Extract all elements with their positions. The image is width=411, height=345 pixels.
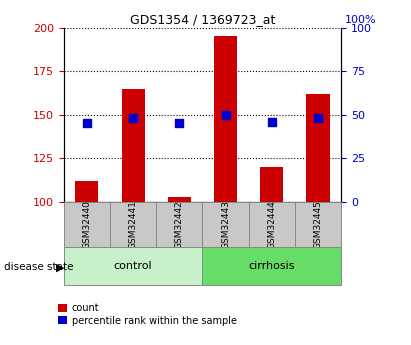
Point	[130, 116, 136, 121]
Bar	[249, 202, 295, 247]
Bar	[110, 202, 156, 247]
Text: GSM32440: GSM32440	[82, 200, 91, 249]
Bar	[64, 202, 110, 247]
Bar	[203, 247, 341, 285]
Bar	[295, 202, 341, 247]
Bar	[156, 202, 203, 247]
Bar	[214, 36, 237, 202]
Text: control: control	[114, 261, 152, 270]
Point	[315, 116, 321, 121]
Text: disease state: disease state	[4, 263, 74, 272]
Point	[83, 121, 90, 126]
Text: GSM32442: GSM32442	[175, 200, 184, 249]
Legend: count, percentile rank within the sample: count, percentile rank within the sample	[58, 303, 237, 326]
Point	[222, 112, 229, 117]
Text: GSM32445: GSM32445	[314, 200, 323, 249]
Bar	[203, 202, 249, 247]
Text: cirrhosis: cirrhosis	[249, 261, 295, 270]
Text: 100%: 100%	[345, 15, 377, 25]
Text: ▶: ▶	[55, 263, 64, 272]
Bar	[168, 197, 191, 202]
Bar	[75, 181, 98, 202]
Text: GSM32443: GSM32443	[221, 200, 230, 249]
Bar	[64, 247, 203, 285]
Text: GSM32444: GSM32444	[267, 200, 276, 249]
Point	[176, 121, 182, 126]
Bar	[260, 167, 283, 202]
Bar	[307, 94, 330, 202]
Text: GSM32441: GSM32441	[129, 200, 138, 249]
Bar	[122, 89, 145, 202]
Point	[268, 119, 275, 125]
Title: GDS1354 / 1369723_at: GDS1354 / 1369723_at	[130, 13, 275, 27]
